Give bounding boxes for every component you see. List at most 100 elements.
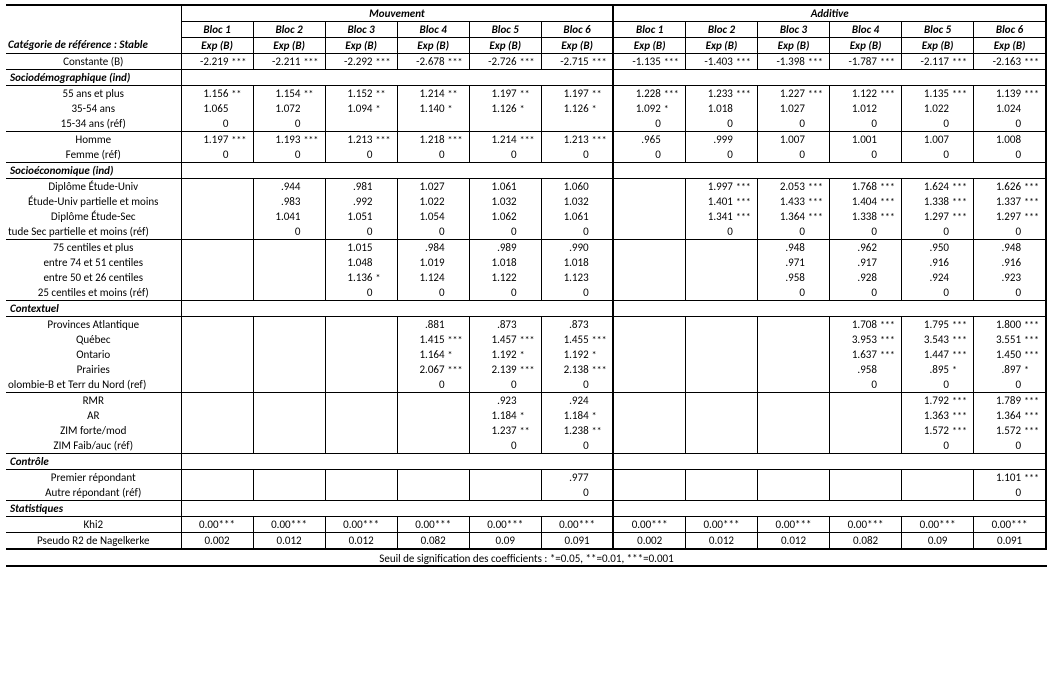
value-cell xyxy=(325,470,374,486)
stat-cell: 0.091 xyxy=(974,533,1046,549)
value-cell: 1.027 xyxy=(397,179,446,195)
value-cell: 1.233 xyxy=(685,86,734,102)
value-cell: 0 xyxy=(397,285,446,301)
sig-cell xyxy=(447,393,470,409)
sig-cell xyxy=(591,470,614,486)
value-cell: 1.024 xyxy=(974,101,1023,116)
value-cell xyxy=(830,408,879,423)
sig-cell xyxy=(807,147,830,163)
sig-cell: ** xyxy=(519,86,542,102)
expb-header: Exp (B) xyxy=(974,38,1046,54)
sig-cell xyxy=(807,393,830,409)
value-cell: 1.338 xyxy=(830,209,879,224)
sig-cell xyxy=(951,255,974,270)
value-cell: 1.192 xyxy=(541,347,590,362)
stat-cell: 0.00*** xyxy=(541,517,613,533)
value-cell: 0 xyxy=(974,224,1023,240)
value-cell: .923 xyxy=(469,393,518,409)
sig-cell xyxy=(879,255,902,270)
stat-cell: 0.00*** xyxy=(325,517,397,533)
value-cell: 1.238 xyxy=(541,423,590,438)
value-cell: 0 xyxy=(757,147,806,163)
sig-cell: *** xyxy=(447,132,470,148)
value-cell: 0 xyxy=(469,224,518,240)
value-cell: .897 xyxy=(974,362,1023,377)
sig-cell: *** xyxy=(879,86,902,102)
sig-cell: *** xyxy=(591,332,614,347)
sig-cell: * xyxy=(1023,362,1046,377)
stat-cell: 0.00*** xyxy=(902,517,974,533)
value-cell: 0 xyxy=(902,377,951,393)
value-cell xyxy=(685,347,734,362)
sig-cell: *** xyxy=(1023,470,1046,486)
value-cell xyxy=(325,317,374,333)
sig-cell xyxy=(519,240,542,256)
value-cell: -2.211 xyxy=(253,54,302,70)
sig-cell xyxy=(735,408,758,423)
value-cell: 1.401 xyxy=(685,194,734,209)
sig-cell xyxy=(447,224,470,240)
value-cell: 1.214 xyxy=(469,132,518,148)
section-header: Socioéconomique (ind) xyxy=(6,163,181,179)
sig-cell: *** xyxy=(1023,408,1046,423)
row-label: Prairies xyxy=(6,362,181,377)
value-cell xyxy=(613,470,662,486)
sig-cell: *** xyxy=(735,209,758,224)
sig-cell xyxy=(230,332,253,347)
value-cell: 0 xyxy=(757,285,806,301)
sig-cell xyxy=(807,255,830,270)
sig-cell xyxy=(1023,224,1046,240)
value-cell xyxy=(757,470,806,486)
sig-cell xyxy=(1023,377,1046,393)
value-cell: 1.789 xyxy=(974,393,1023,409)
value-cell: 0 xyxy=(685,224,734,240)
sig-cell: *** xyxy=(230,132,253,148)
value-cell: 0 xyxy=(902,116,951,132)
value-cell: -1.787 xyxy=(830,54,879,70)
sig-cell: *** xyxy=(735,179,758,195)
regression-table-container: { "top_headers": { "group1": "Mouvement"… xyxy=(0,0,1053,571)
value-cell: 1.156 xyxy=(181,86,230,102)
value-cell: .916 xyxy=(902,255,951,270)
value-cell: 2.053 xyxy=(757,179,806,195)
sig-cell xyxy=(735,423,758,438)
value-cell xyxy=(613,270,662,285)
value-cell xyxy=(253,393,302,409)
value-cell xyxy=(613,393,662,409)
value-cell: .983 xyxy=(253,194,302,209)
sig-cell xyxy=(879,240,902,256)
sig-cell xyxy=(879,224,902,240)
value-cell xyxy=(757,317,806,333)
table-body: Constante (B)-2.219***-2.211***-2.292***… xyxy=(6,54,1046,549)
sig-cell xyxy=(230,255,253,270)
sig-cell: * xyxy=(591,408,614,423)
section-header: Contrôle xyxy=(6,454,181,470)
value-cell: 0 xyxy=(397,147,446,163)
sig-cell: *** xyxy=(951,86,974,102)
sig-cell xyxy=(663,240,686,256)
sig-cell xyxy=(1023,116,1046,132)
sig-cell: * xyxy=(951,362,974,377)
sig-cell xyxy=(302,377,325,393)
stat-cell: 0.09 xyxy=(902,533,974,549)
sig-cell xyxy=(447,179,470,195)
value-cell xyxy=(757,485,806,501)
sig-cell: ** xyxy=(230,86,253,102)
value-cell: 1.455 xyxy=(541,332,590,347)
row-label: 35-54 ans xyxy=(6,101,181,116)
sig-cell xyxy=(663,362,686,377)
sig-cell: *** xyxy=(807,179,830,195)
value-cell: 1.154 xyxy=(253,86,302,102)
sig-cell xyxy=(375,147,398,163)
value-cell: 1.061 xyxy=(469,179,518,195)
sig-cell xyxy=(663,377,686,393)
value-cell xyxy=(181,240,230,256)
sig-cell xyxy=(735,132,758,148)
bloc-header: Bloc 1 xyxy=(613,22,685,38)
sig-cell xyxy=(375,332,398,347)
value-cell: 1.338 xyxy=(902,194,951,209)
sig-cell: *** xyxy=(951,194,974,209)
sig-cell xyxy=(735,240,758,256)
sig-cell xyxy=(230,408,253,423)
row-label: ZIM Faib/auc (réf) xyxy=(6,438,181,454)
